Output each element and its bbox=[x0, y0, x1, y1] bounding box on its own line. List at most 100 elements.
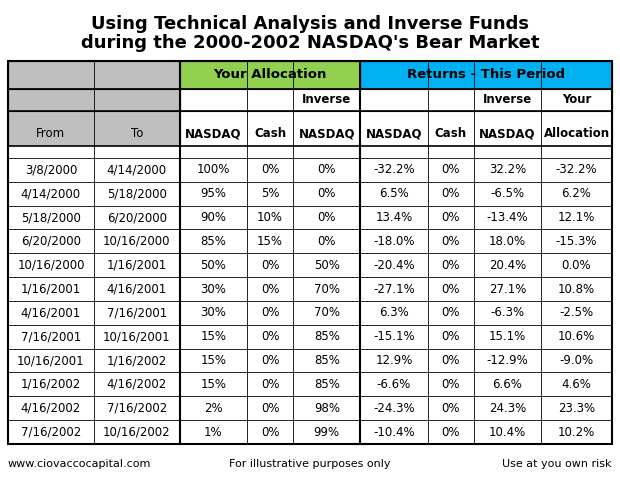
Text: 1/16/2001: 1/16/2001 bbox=[107, 259, 167, 272]
Text: 10.2%: 10.2% bbox=[558, 426, 595, 438]
Text: NASDAQ: NASDAQ bbox=[185, 127, 242, 140]
Bar bbox=[8, 182, 612, 206]
Text: 0%: 0% bbox=[441, 187, 460, 200]
Text: 10%: 10% bbox=[257, 211, 283, 224]
Text: 0%: 0% bbox=[441, 378, 460, 391]
Text: 10/16/2002: 10/16/2002 bbox=[103, 426, 170, 438]
Text: 4/14/2000: 4/14/2000 bbox=[21, 187, 81, 200]
Text: -20.4%: -20.4% bbox=[373, 259, 415, 272]
Text: 0%: 0% bbox=[441, 282, 460, 295]
Text: 90%: 90% bbox=[200, 211, 226, 224]
Text: 0%: 0% bbox=[441, 211, 460, 224]
Bar bbox=[180, 89, 612, 111]
Text: 13.4%: 13.4% bbox=[375, 211, 413, 224]
Text: NASDAQ: NASDAQ bbox=[479, 127, 536, 140]
Text: Returns - This Period: Returns - This Period bbox=[407, 69, 565, 82]
Text: 50%: 50% bbox=[314, 259, 340, 272]
Text: 2%: 2% bbox=[204, 402, 223, 415]
Text: 10/16/2001: 10/16/2001 bbox=[17, 354, 85, 367]
Text: 70%: 70% bbox=[314, 282, 340, 295]
Text: 15%: 15% bbox=[257, 235, 283, 248]
Text: 0%: 0% bbox=[317, 163, 336, 176]
Text: 0%: 0% bbox=[441, 306, 460, 319]
Text: 10.6%: 10.6% bbox=[558, 330, 595, 343]
Text: 95%: 95% bbox=[200, 187, 226, 200]
Text: 85%: 85% bbox=[314, 378, 340, 391]
Text: -6.3%: -6.3% bbox=[490, 306, 525, 319]
Text: NASDAQ: NASDAQ bbox=[299, 127, 355, 140]
Text: 0%: 0% bbox=[441, 235, 460, 248]
Bar bbox=[8, 253, 612, 277]
Bar bbox=[8, 61, 612, 444]
Text: 10.8%: 10.8% bbox=[558, 282, 595, 295]
Text: Cash: Cash bbox=[254, 127, 286, 140]
Bar bbox=[8, 111, 180, 146]
Bar bbox=[360, 61, 612, 89]
Text: 0%: 0% bbox=[261, 163, 279, 176]
Text: To: To bbox=[131, 127, 143, 140]
Text: 4/16/2001: 4/16/2001 bbox=[107, 282, 167, 295]
Bar bbox=[8, 301, 612, 325]
Text: 24.3%: 24.3% bbox=[489, 402, 526, 415]
Text: 12.1%: 12.1% bbox=[558, 211, 595, 224]
Text: 1/16/2002: 1/16/2002 bbox=[21, 378, 81, 391]
Text: 1/16/2002: 1/16/2002 bbox=[107, 354, 167, 367]
Text: From: From bbox=[37, 127, 66, 140]
Bar bbox=[8, 158, 612, 182]
Text: 10/16/2000: 10/16/2000 bbox=[103, 235, 170, 248]
Text: 20.4%: 20.4% bbox=[489, 259, 526, 272]
Text: 7/16/2001: 7/16/2001 bbox=[21, 330, 81, 343]
Text: 6/20/2000: 6/20/2000 bbox=[107, 211, 167, 224]
Text: 5/18/2000: 5/18/2000 bbox=[21, 211, 81, 224]
Text: For illustrative purposes only: For illustrative purposes only bbox=[229, 459, 391, 469]
Text: 0%: 0% bbox=[317, 211, 336, 224]
Text: Cash: Cash bbox=[435, 127, 467, 140]
Text: 15%: 15% bbox=[200, 354, 226, 367]
Text: 6/20/2000: 6/20/2000 bbox=[21, 235, 81, 248]
Text: 0%: 0% bbox=[441, 402, 460, 415]
Text: 7/16/2001: 7/16/2001 bbox=[107, 306, 167, 319]
Text: Your: Your bbox=[562, 93, 591, 106]
Text: 6.6%: 6.6% bbox=[492, 378, 523, 391]
Text: -24.3%: -24.3% bbox=[373, 402, 415, 415]
Text: 0%: 0% bbox=[441, 426, 460, 438]
Bar bbox=[8, 397, 612, 420]
Text: Allocation: Allocation bbox=[544, 127, 609, 140]
Text: -13.4%: -13.4% bbox=[487, 211, 528, 224]
Bar bbox=[8, 229, 612, 253]
Text: 0%: 0% bbox=[261, 306, 279, 319]
Text: during the 2000-2002 NASDAQ's Bear Market: during the 2000-2002 NASDAQ's Bear Marke… bbox=[81, 34, 539, 52]
Text: 0%: 0% bbox=[441, 354, 460, 367]
Text: www.ciovaccocapital.com: www.ciovaccocapital.com bbox=[8, 459, 151, 469]
Text: 0%: 0% bbox=[441, 330, 460, 343]
Text: 10.4%: 10.4% bbox=[489, 426, 526, 438]
Text: 5/18/2000: 5/18/2000 bbox=[107, 187, 167, 200]
Text: 99%: 99% bbox=[314, 426, 340, 438]
Text: 18.0%: 18.0% bbox=[489, 235, 526, 248]
Text: -12.9%: -12.9% bbox=[487, 354, 528, 367]
Text: 27.1%: 27.1% bbox=[489, 282, 526, 295]
Text: 15.1%: 15.1% bbox=[489, 330, 526, 343]
Text: 85%: 85% bbox=[314, 354, 340, 367]
Text: 0%: 0% bbox=[317, 235, 336, 248]
Text: -15.1%: -15.1% bbox=[373, 330, 415, 343]
Text: 100%: 100% bbox=[197, 163, 230, 176]
Text: 6.2%: 6.2% bbox=[562, 187, 591, 200]
Bar bbox=[8, 206, 612, 229]
Text: -2.5%: -2.5% bbox=[559, 306, 593, 319]
Text: 7/16/2002: 7/16/2002 bbox=[21, 426, 81, 438]
Text: 0%: 0% bbox=[317, 187, 336, 200]
Bar bbox=[8, 325, 612, 348]
Text: -15.3%: -15.3% bbox=[556, 235, 597, 248]
Bar bbox=[8, 420, 612, 444]
Text: -27.1%: -27.1% bbox=[373, 282, 415, 295]
Text: 0%: 0% bbox=[261, 330, 279, 343]
Text: Use at you own risk: Use at you own risk bbox=[502, 459, 612, 469]
Text: 50%: 50% bbox=[200, 259, 226, 272]
Text: 0%: 0% bbox=[261, 378, 279, 391]
Text: -6.5%: -6.5% bbox=[490, 187, 525, 200]
Text: 0%: 0% bbox=[261, 282, 279, 295]
Text: 30%: 30% bbox=[200, 306, 226, 319]
Text: -6.6%: -6.6% bbox=[377, 378, 411, 391]
Text: 32.2%: 32.2% bbox=[489, 163, 526, 176]
